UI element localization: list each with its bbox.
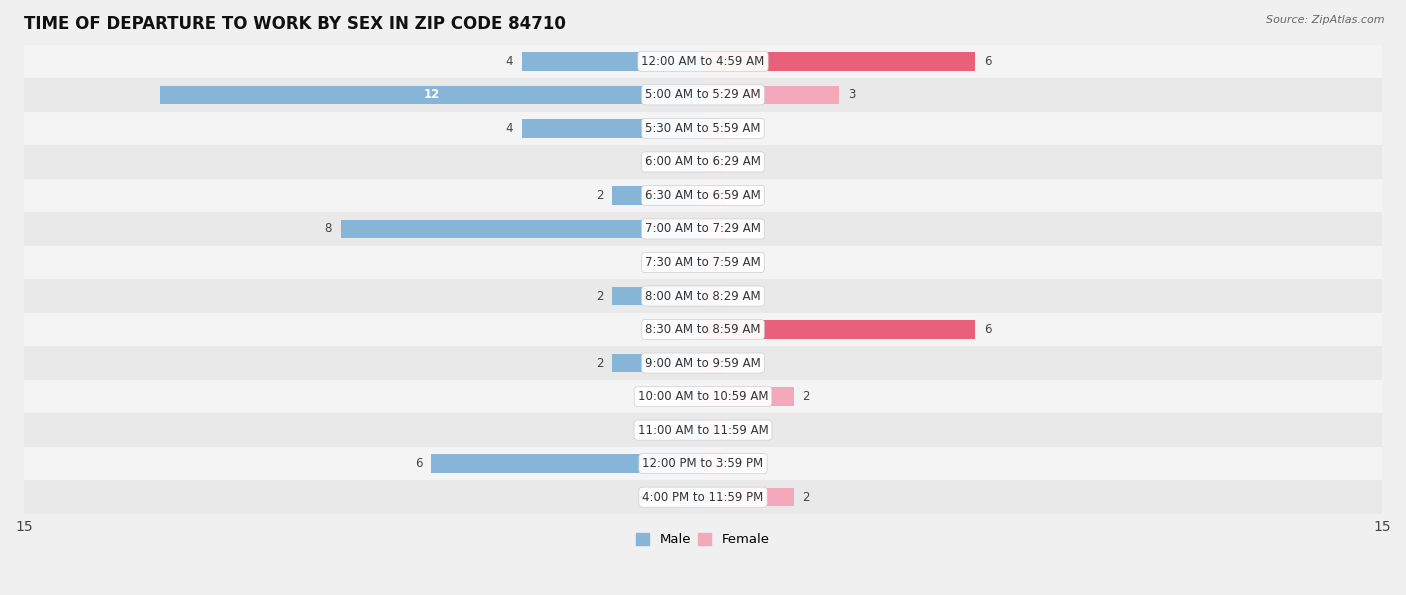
Bar — [681, 387, 703, 406]
Bar — [703, 253, 725, 272]
Text: 2: 2 — [596, 189, 603, 202]
Bar — [703, 287, 725, 305]
Text: 2: 2 — [596, 356, 603, 369]
Bar — [681, 153, 703, 171]
Bar — [703, 86, 839, 104]
Bar — [24, 246, 1382, 279]
Text: Source: ZipAtlas.com: Source: ZipAtlas.com — [1267, 15, 1385, 25]
Text: 12:00 PM to 3:59 PM: 12:00 PM to 3:59 PM — [643, 457, 763, 470]
Text: 6:30 AM to 6:59 AM: 6:30 AM to 6:59 AM — [645, 189, 761, 202]
Bar — [703, 455, 725, 473]
Text: 6: 6 — [984, 323, 991, 336]
Text: 6: 6 — [415, 457, 422, 470]
Text: 5:00 AM to 5:29 AM: 5:00 AM to 5:29 AM — [645, 88, 761, 101]
Bar — [522, 119, 703, 137]
Text: 6: 6 — [984, 55, 991, 68]
Text: 0: 0 — [730, 189, 738, 202]
Bar — [160, 86, 703, 104]
Text: 8:30 AM to 8:59 AM: 8:30 AM to 8:59 AM — [645, 323, 761, 336]
Text: 0: 0 — [668, 323, 676, 336]
Bar — [24, 414, 1382, 447]
Bar — [24, 346, 1382, 380]
Text: 4: 4 — [505, 55, 513, 68]
Bar — [703, 488, 793, 506]
Text: TIME OF DEPARTURE TO WORK BY SEX IN ZIP CODE 84710: TIME OF DEPARTURE TO WORK BY SEX IN ZIP … — [24, 15, 565, 33]
Text: 6:00 AM to 6:29 AM: 6:00 AM to 6:29 AM — [645, 155, 761, 168]
Text: 8: 8 — [325, 223, 332, 236]
Bar — [24, 78, 1382, 112]
Bar — [703, 153, 725, 171]
Bar — [24, 212, 1382, 246]
Bar — [613, 287, 703, 305]
Text: 2: 2 — [596, 290, 603, 302]
Bar — [703, 421, 725, 439]
Text: 11:00 AM to 11:59 AM: 11:00 AM to 11:59 AM — [638, 424, 768, 437]
Text: 7:30 AM to 7:59 AM: 7:30 AM to 7:59 AM — [645, 256, 761, 269]
Text: 0: 0 — [730, 223, 738, 236]
Text: 0: 0 — [668, 256, 676, 269]
Bar — [24, 178, 1382, 212]
Bar — [24, 45, 1382, 78]
Bar — [522, 52, 703, 71]
Text: 0: 0 — [730, 155, 738, 168]
Text: 7:00 AM to 7:29 AM: 7:00 AM to 7:29 AM — [645, 223, 761, 236]
Text: 2: 2 — [803, 390, 810, 403]
Bar — [703, 387, 793, 406]
Bar — [24, 480, 1382, 514]
Bar — [681, 421, 703, 439]
Text: 12: 12 — [423, 88, 440, 101]
Text: 0: 0 — [668, 491, 676, 504]
Text: 12:00 AM to 4:59 AM: 12:00 AM to 4:59 AM — [641, 55, 765, 68]
Text: 0: 0 — [730, 457, 738, 470]
Bar — [613, 186, 703, 205]
Bar — [613, 354, 703, 372]
Bar — [681, 253, 703, 272]
Bar — [24, 380, 1382, 414]
Text: 9:00 AM to 9:59 AM: 9:00 AM to 9:59 AM — [645, 356, 761, 369]
Bar — [703, 220, 725, 238]
Text: 0: 0 — [668, 390, 676, 403]
Bar — [703, 354, 725, 372]
Bar — [703, 119, 725, 137]
Text: 0: 0 — [730, 122, 738, 135]
Bar — [432, 455, 703, 473]
Bar — [24, 112, 1382, 145]
Bar — [340, 220, 703, 238]
Text: 0: 0 — [730, 256, 738, 269]
Text: 4: 4 — [505, 122, 513, 135]
Bar — [703, 186, 725, 205]
Bar — [681, 320, 703, 339]
Bar — [24, 313, 1382, 346]
Bar — [703, 320, 974, 339]
Bar — [24, 447, 1382, 480]
Legend: Male, Female: Male, Female — [631, 528, 775, 552]
Text: 0: 0 — [668, 424, 676, 437]
Bar — [681, 488, 703, 506]
Text: 3: 3 — [848, 88, 855, 101]
Text: 10:00 AM to 10:59 AM: 10:00 AM to 10:59 AM — [638, 390, 768, 403]
Bar — [24, 145, 1382, 178]
Text: 2: 2 — [803, 491, 810, 504]
Text: 0: 0 — [668, 155, 676, 168]
Text: 8:00 AM to 8:29 AM: 8:00 AM to 8:29 AM — [645, 290, 761, 302]
Text: 0: 0 — [730, 356, 738, 369]
Bar — [703, 52, 974, 71]
Text: 0: 0 — [730, 290, 738, 302]
Bar — [24, 279, 1382, 313]
Text: 4:00 PM to 11:59 PM: 4:00 PM to 11:59 PM — [643, 491, 763, 504]
Text: 0: 0 — [730, 424, 738, 437]
Text: 5:30 AM to 5:59 AM: 5:30 AM to 5:59 AM — [645, 122, 761, 135]
